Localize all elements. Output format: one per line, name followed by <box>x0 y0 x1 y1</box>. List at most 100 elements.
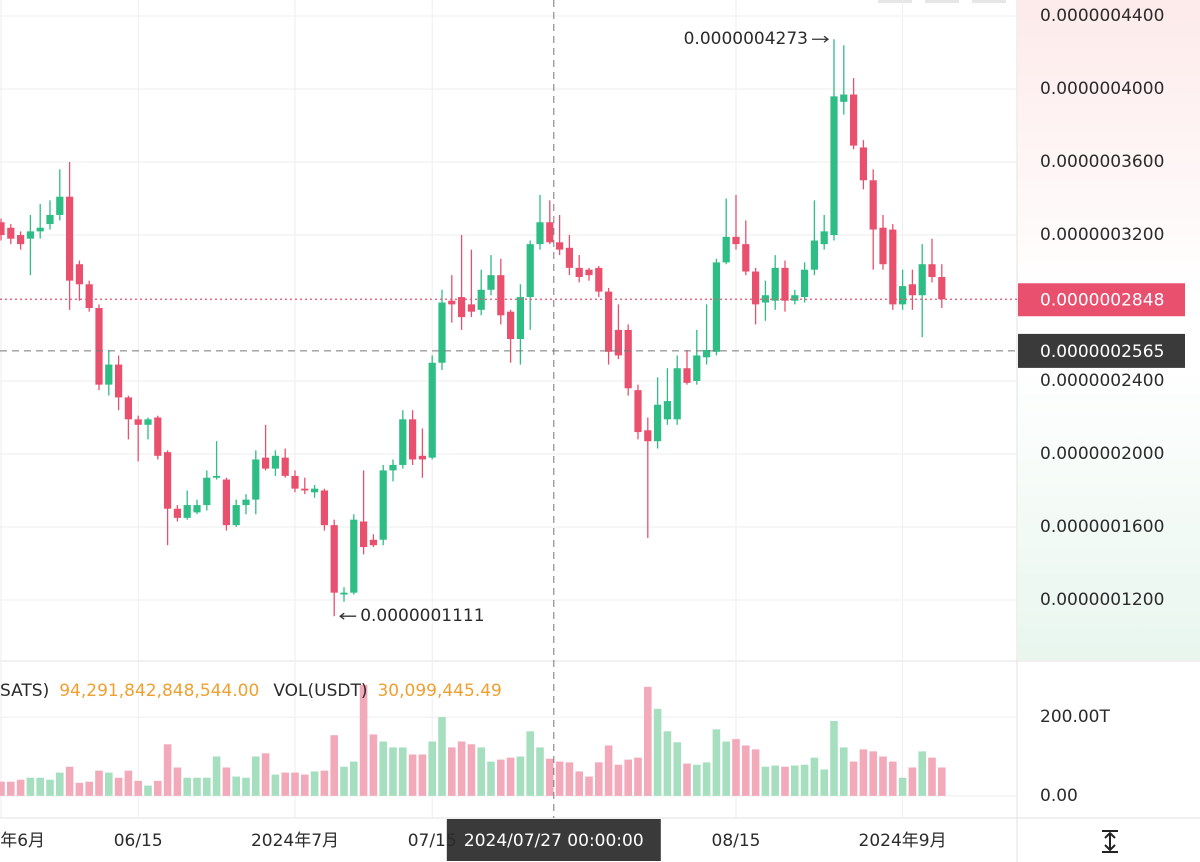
volume-bar <box>85 781 93 796</box>
candle-body <box>438 302 446 363</box>
volume-bar <box>389 747 397 796</box>
volume-bar <box>859 749 868 796</box>
volume-bar <box>105 772 113 796</box>
y-tick-label: 0.0000004400 <box>1040 6 1164 26</box>
candle-body <box>36 227 44 232</box>
candle-body <box>7 227 15 239</box>
volume-bar <box>497 759 505 796</box>
candle-body <box>850 94 858 146</box>
candle-body <box>389 464 397 471</box>
volume-bar <box>261 753 270 796</box>
volume-bar <box>359 684 368 796</box>
price-axis-bg <box>1018 0 1200 660</box>
candle-body <box>938 276 946 300</box>
candle-body <box>418 455 426 460</box>
candle-body <box>752 271 760 305</box>
candle-body <box>899 286 907 305</box>
y-tick-label: 0.0000001200 <box>1040 590 1164 610</box>
candle-body <box>154 417 162 456</box>
candle-body <box>908 284 916 296</box>
y-tick-label: 0.0000001600 <box>1040 517 1164 537</box>
volume-bar <box>810 757 819 796</box>
annotation-arrow <box>812 35 830 43</box>
volume-bar <box>702 762 711 796</box>
candle-body <box>928 264 936 277</box>
volume-bar <box>350 761 358 796</box>
annotation-arrow <box>339 612 357 620</box>
candle-body <box>173 508 181 518</box>
candle-body <box>330 525 338 593</box>
volume-bar <box>457 741 466 796</box>
volume-bar <box>683 763 691 796</box>
candle-body <box>879 227 887 265</box>
candle-body <box>252 459 260 500</box>
candle-body <box>507 311 515 340</box>
candle-body <box>654 404 662 442</box>
x-tick-label: 07/15 <box>408 831 457 851</box>
volume-bar <box>546 758 554 796</box>
volume-bar <box>879 756 887 796</box>
candle-body <box>624 329 632 389</box>
volume-bar <box>448 747 456 796</box>
volume-bar <box>849 761 858 796</box>
volume-bar <box>212 756 221 796</box>
toolbar-button[interactable] <box>972 0 1006 3</box>
crosshair-date-tag <box>446 819 661 861</box>
volume-bar <box>722 741 730 796</box>
volume-bar <box>712 729 721 796</box>
toolbar-button[interactable] <box>925 0 959 3</box>
volume-bar <box>918 751 926 796</box>
scale-toggle-icon[interactable] <box>1102 830 1118 853</box>
candle-body <box>409 419 417 460</box>
volume-bar <box>516 756 525 796</box>
candle-body <box>458 297 466 318</box>
candle-body <box>291 475 299 489</box>
volume-bar <box>575 771 583 796</box>
candle-body <box>56 196 64 215</box>
volume-bar <box>95 770 103 796</box>
crosshair-price-tag <box>1018 333 1185 368</box>
y-tick-label: 0.0000002400 <box>1040 371 1164 391</box>
x-tick-label: 2024年9月 <box>859 831 947 851</box>
volume-bar <box>124 770 133 796</box>
volume-bar <box>281 772 289 796</box>
volume-bar <box>565 762 574 796</box>
volume-tick-label: 0.00 <box>1040 786 1078 806</box>
volume-bar <box>742 745 750 796</box>
volume-bar <box>16 779 25 796</box>
volume-bar <box>693 764 701 796</box>
volume-bar <box>232 776 240 796</box>
volume-bar <box>663 731 672 796</box>
volume-bar <box>653 708 662 796</box>
volume-bar <box>889 761 897 796</box>
low-annotation: 0.0000001111 <box>360 606 484 626</box>
candle-body <box>526 244 534 298</box>
candle-body <box>379 470 387 540</box>
volume-bar <box>330 735 338 796</box>
volume-bar <box>418 754 427 796</box>
candle-body <box>605 291 613 352</box>
candle-body <box>712 262 720 352</box>
volume-bar <box>820 769 828 796</box>
volume-bar <box>0 781 5 796</box>
volume-bar <box>536 747 544 796</box>
volume-bar <box>301 774 309 796</box>
candle-body <box>497 275 505 316</box>
candle-body <box>95 308 103 385</box>
candle-body <box>644 430 652 442</box>
candle-body <box>311 488 319 493</box>
volume-bar <box>369 734 378 796</box>
candle-body <box>840 94 848 102</box>
legend-value: 30,099,445.49 <box>377 681 501 701</box>
volume-bar <box>869 751 877 796</box>
volume-bar <box>114 777 123 796</box>
candle-body <box>399 419 407 465</box>
volume-bar <box>408 754 417 796</box>
candle-body <box>183 505 191 518</box>
toolbar-button[interactable] <box>878 0 912 3</box>
candle-body <box>46 214 54 225</box>
volume-bar <box>938 767 946 796</box>
crosshair-date-label: 2024/07/27 00:00:00 <box>464 831 644 851</box>
legend-value: 94,291,842,848,544.00 <box>59 681 259 701</box>
x-tick-label: 2024年6月 <box>0 831 45 851</box>
